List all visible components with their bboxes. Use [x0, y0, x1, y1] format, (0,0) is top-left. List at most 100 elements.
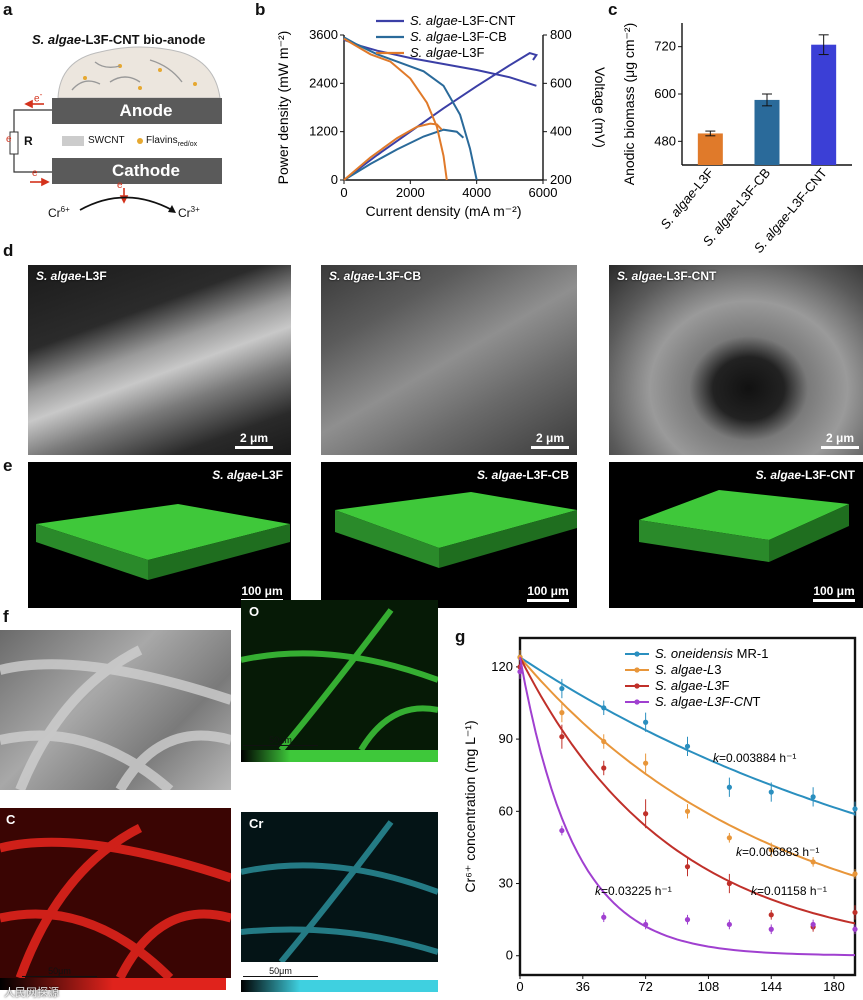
- g-fit-curve: [519, 656, 856, 878]
- c-category-label: S. algae-L3F: [657, 165, 716, 232]
- b-y-tick-label: 2400: [309, 75, 338, 90]
- bio-anode-diagram: [9, 46, 222, 213]
- g-data-point: [768, 912, 774, 918]
- g-legend-marker: [634, 683, 640, 689]
- c-y-tick-label: 480: [654, 133, 676, 148]
- g-data-point: [643, 811, 649, 817]
- b-y2-tick-label: 200: [550, 172, 572, 187]
- g-data-point: [643, 921, 649, 928]
- g-data-point: [726, 784, 732, 790]
- eds-o-colorbar: [241, 750, 438, 762]
- g-legend-label: S. algae-L3F: [655, 678, 730, 693]
- g-rate-annotation: k=0.01158 h⁻¹: [751, 884, 827, 898]
- eds-cr-label: Cr: [249, 816, 264, 831]
- g-y-tick-label: 60: [499, 803, 513, 818]
- g-x-axis-label: Time (h): [662, 997, 714, 999]
- g-data-point: [810, 859, 816, 865]
- g-y-axis-label: Cr⁶⁺ concentration (mg L⁻¹): [462, 720, 478, 892]
- panel-a-schematic: S. algae-L3F-CNT bio-anode Anode Cathode…: [0, 0, 250, 230]
- g-data-point: [601, 705, 607, 711]
- b-x-tick-label: 6000: [529, 185, 558, 200]
- b-power-curve: [343, 128, 465, 181]
- b-y-tick-label: 0: [331, 172, 338, 187]
- g-data-point: [852, 806, 858, 812]
- c-bar: [697, 133, 723, 165]
- b-legend-label: S. algae-L3F-CB: [410, 29, 507, 44]
- g-y-tick-label: 30: [499, 876, 513, 891]
- g-data-point: [768, 789, 774, 795]
- b-y-tick-label: 3600: [309, 27, 338, 42]
- g-x-tick-label: 144: [760, 979, 782, 994]
- swcnt-swatch: [62, 136, 84, 146]
- b-y-tick-label: 1200: [309, 124, 338, 139]
- g-data-point: [768, 847, 774, 853]
- eds-o-scalebar: 50μm: [243, 735, 318, 746]
- g-rate-annotation: k=0.006883 h⁻¹: [736, 845, 819, 859]
- g-data-point: [559, 685, 565, 692]
- confocal-image-l3f-cnt: S. algae-L3F-CNT 100 μm: [609, 462, 863, 608]
- panel-label-f: f: [3, 607, 9, 626]
- eds-map-c: C: [0, 808, 231, 978]
- biomass-bar-chart: 480 600 720 Anodic biomass (μg cm⁻²) S. alga…: [621, 23, 852, 255]
- confocal-image-l3f: S. algae-L3F 100 μm: [28, 462, 291, 608]
- eds-cr-scalebar: 50μm: [243, 966, 318, 977]
- eds-map-cr: Cr: [241, 812, 438, 962]
- g-y-tick-label: 0: [506, 948, 513, 963]
- g-y-tick-label: 90: [499, 731, 513, 746]
- g-legend-marker: [634, 667, 640, 673]
- confocal-scalebar-l3f-cb: 100 μm: [527, 584, 569, 602]
- b-y2-tick-label: 600: [550, 75, 572, 90]
- g-data-point: [684, 917, 691, 923]
- c-y-axis-label: Anodic biomass (μg cm⁻²): [621, 23, 637, 186]
- g-data-point: [601, 738, 607, 745]
- electron-label-4: e: [117, 180, 123, 191]
- g-data-point: [852, 926, 858, 932]
- electron-label-3: e: [32, 168, 38, 179]
- resistor-icon: [9, 131, 19, 155]
- g-data-point: [559, 827, 565, 834]
- c-y-tick-label: 720: [654, 39, 676, 54]
- g-rate-annotation: k=0.03225 h⁻¹: [595, 884, 672, 898]
- b-legend-label: S. algae-L3F: [410, 45, 484, 60]
- g-legend-label: S. oneidensis MR-1: [655, 646, 768, 661]
- anode-plate: [52, 98, 222, 124]
- flavin-dot: [137, 138, 143, 144]
- g-legend-marker: [634, 651, 640, 657]
- g-data-point: [601, 914, 607, 920]
- eds-c-label: C: [6, 812, 16, 827]
- cr-reduction-chart: 0 36 72 108 144 180 0 30 60 90 120 Time (h) Cr⁶⁺ con…: [462, 636, 858, 999]
- b-x-tick-label: 4000: [462, 185, 491, 200]
- eds-o-fibers: [241, 608, 438, 750]
- g-data-point: [852, 871, 858, 877]
- confocal-biofilm-l3f-cb: [335, 492, 577, 568]
- g-y-tick-label: 120: [491, 659, 513, 674]
- eds-c-scalebar: 50μm: [22, 966, 97, 977]
- eds-c-fibers: [0, 823, 231, 978]
- g-data-point: [643, 719, 649, 725]
- eds-sem-image: [0, 630, 231, 790]
- g-x-tick-label: 180: [823, 979, 845, 994]
- g-x-tick-label: 0: [516, 979, 523, 994]
- g-data-point: [768, 926, 774, 932]
- g-data-point: [726, 921, 732, 928]
- c-y-tick-label: 600: [654, 86, 676, 101]
- sem-label-l3f: S. algae-L3F: [36, 269, 107, 283]
- polarization-chart: 0 2000 4000 6000 0 1200 2400 3600 200 400 600 800 Cu…: [275, 15, 608, 219]
- electron-label-2: e: [6, 134, 12, 145]
- cr3-label: Cr3+: [178, 205, 200, 220]
- flavins-label: Flavinsred/ox: [146, 135, 198, 148]
- b-y2-tick-label: 800: [550, 27, 572, 42]
- b-y2-axis-label: Voltage (mV): [592, 67, 608, 148]
- panel-label-b: b: [255, 0, 266, 19]
- g-data-point: [643, 760, 649, 766]
- cr6-label: Cr6+: [48, 205, 70, 220]
- g-data-point: [684, 864, 691, 870]
- g-x-tick-label: 108: [698, 979, 720, 994]
- g-rate-annotation: k=0.003884 h⁻¹: [713, 751, 796, 765]
- cathode-plate: [52, 158, 222, 184]
- confocal-label-l3f-cnt: S. algae-L3F-CNT: [755, 468, 855, 482]
- sem-scalebar-l3f-cnt: 2 μm: [821, 431, 859, 449]
- panel-a-title: S. algae-L3F-CNT bio-anode: [32, 32, 206, 47]
- sem-scalebar-l3f-cb: 2 μm: [531, 431, 569, 449]
- g-data-point: [601, 765, 607, 771]
